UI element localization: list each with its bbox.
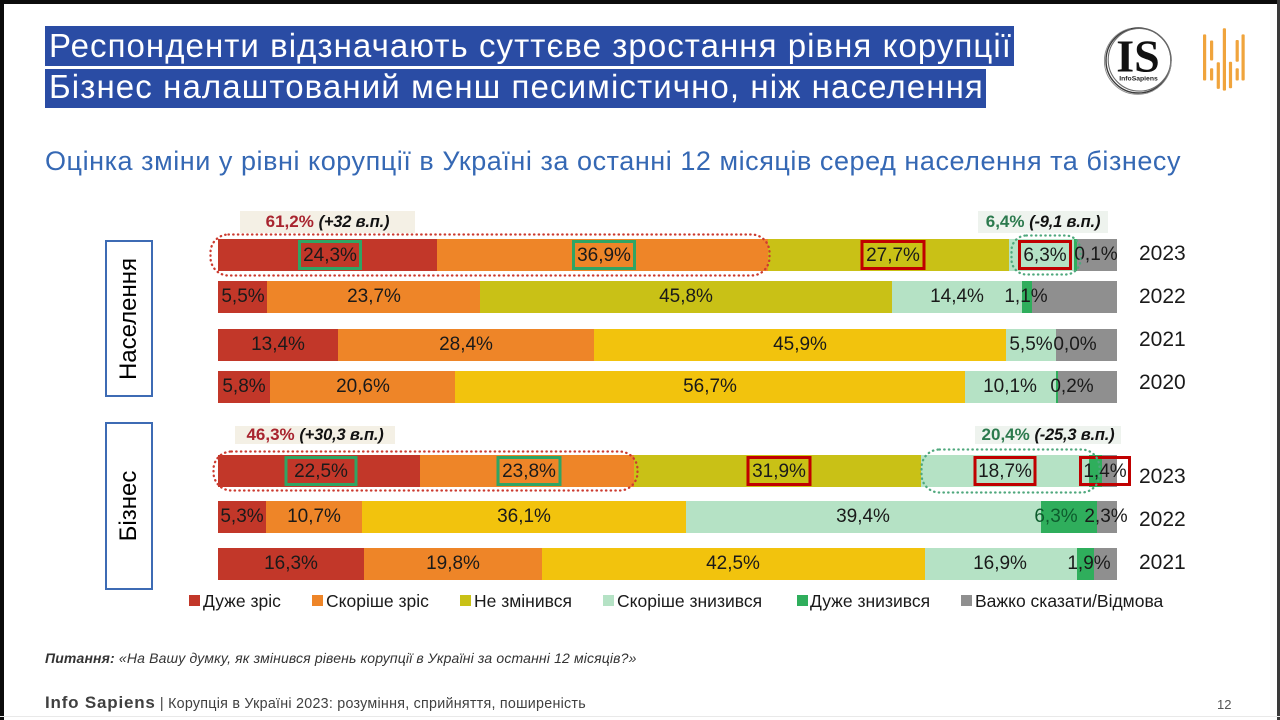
svg-text:IS: IS — [1116, 31, 1159, 82]
svg-text:InfoSapiens: InfoSapiens — [1119, 76, 1158, 83]
